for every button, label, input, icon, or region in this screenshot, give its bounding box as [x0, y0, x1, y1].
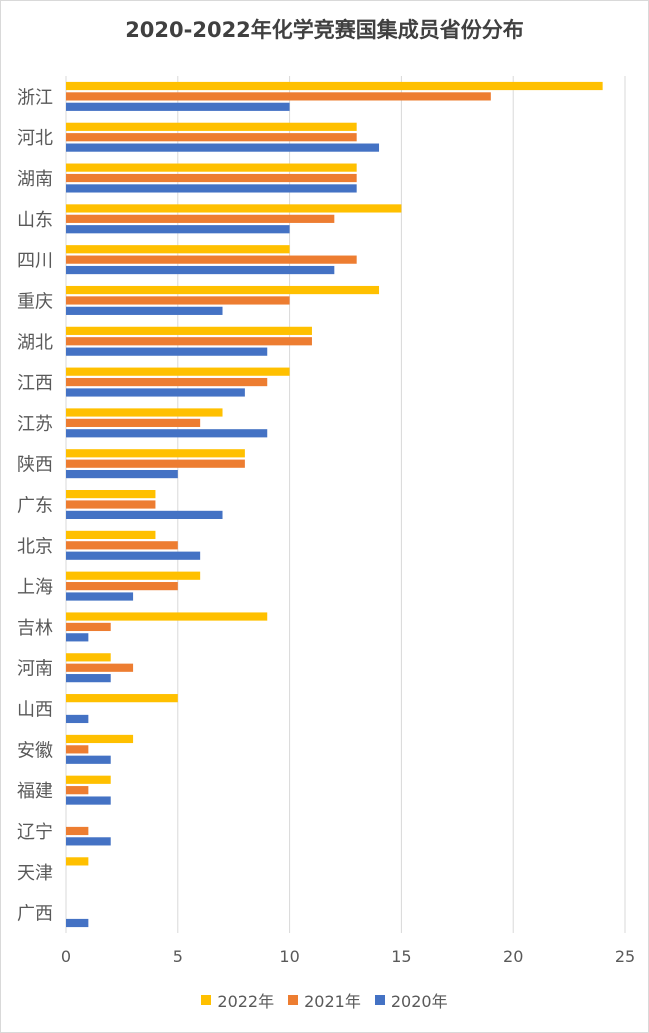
bar-2022年-河北	[66, 122, 357, 131]
bar-2022年-山西	[66, 694, 178, 703]
bar-2021年-湖北	[66, 337, 312, 346]
category-label: 四川	[17, 251, 53, 272]
bar-2020年-江苏	[66, 429, 268, 438]
bar-2022年-北京	[66, 530, 156, 540]
bar-2022年-上海	[66, 571, 201, 580]
legend-item-2021: 2021年	[288, 988, 361, 1012]
bar-2021年-江苏	[66, 418, 201, 427]
chart-title: 2020-2022年化学竞赛国集成员省份分布	[125, 18, 524, 42]
category-label: 河南	[17, 659, 53, 680]
legend-label-2021: 2021年	[304, 992, 361, 1011]
bar-2021年-北京	[66, 541, 178, 550]
category-label: 湖北	[17, 332, 53, 353]
bar-2020年-安徽	[66, 755, 111, 764]
category-label: 湖南	[17, 169, 53, 190]
category-label: 福建	[17, 781, 53, 802]
category-label: 江苏	[17, 414, 53, 435]
bar-2021年-吉林	[66, 622, 111, 632]
category-label: 山西	[17, 700, 53, 721]
bar-2022年-四川	[66, 245, 290, 254]
bar-2020年-上海	[66, 592, 134, 601]
labels-layer: 0 5 10 15 20 25 浙江河北湖南山东四川重庆湖北江西江苏陕西广东北京上海吉林河南…	[17, 87, 635, 966]
legend-swatch-2020	[374, 995, 385, 1005]
bar-2020年-广西	[66, 918, 89, 928]
category-label: 广东	[17, 496, 53, 517]
bar-2022年-重庆	[66, 285, 380, 295]
bar-2020年-湖北	[66, 347, 268, 356]
bar-2020年-江西	[66, 388, 245, 397]
legend-swatch-2022	[201, 995, 212, 1005]
x-tick-label: 5	[173, 947, 183, 966]
bar-2022年-广东	[66, 490, 156, 499]
legend-label-2022: 2022年	[217, 992, 275, 1011]
category-label: 安徽	[17, 740, 53, 761]
bar-2021年-山东	[66, 214, 335, 223]
x-tick-label: 25	[615, 947, 635, 966]
bar-2022年-河南	[66, 653, 111, 662]
category-label: 北京	[17, 536, 53, 557]
bar-2020年-河北	[66, 143, 380, 152]
category-label: 天津	[17, 863, 53, 884]
bar-2020年-广东	[66, 510, 223, 519]
category-label: 山东	[17, 210, 53, 231]
legend-label-2020: 2020年	[390, 992, 448, 1011]
bar-2020年-山西	[66, 714, 89, 724]
bar-2021年-福建	[66, 786, 89, 795]
category-label: 辽宁	[17, 822, 53, 843]
category-label: 上海	[17, 577, 53, 598]
x-tick-label: 0	[61, 947, 71, 966]
bar-2020年-吉林	[66, 633, 89, 642]
bar-2020年-河南	[66, 674, 111, 683]
legend-swatch-2021	[288, 995, 299, 1005]
bar-2020年-北京	[66, 551, 201, 560]
bar-2022年-江西	[66, 367, 290, 376]
bar-2020年-湖南	[66, 184, 357, 193]
x-tick-label: 20	[503, 947, 523, 966]
bar-2021年-河北	[66, 133, 357, 142]
bar-2021年-安徽	[66, 745, 89, 754]
bar-2022年-安徽	[66, 734, 134, 744]
bar-2021年-辽宁	[66, 826, 89, 836]
category-label: 重庆	[17, 291, 53, 312]
legend-item-2022: 2022年	[201, 988, 274, 1012]
bar-2021年-四川	[66, 255, 357, 264]
bar-2021年-陕西	[66, 459, 245, 468]
bar-2020年-陕西	[66, 469, 178, 479]
category-label: 江西	[17, 373, 53, 394]
bar-2021年-重庆	[66, 296, 290, 305]
bar-2022年-江苏	[66, 408, 223, 417]
bar-2022年-湖北	[66, 326, 312, 335]
bar-2020年-辽宁	[66, 837, 111, 846]
legend: 2022年 2021年 2020年	[0, 988, 649, 1012]
bar-2021年-广东	[66, 500, 156, 509]
category-label: 浙江	[17, 87, 53, 108]
category-label: 河北	[17, 128, 53, 149]
category-label: 广西	[17, 904, 53, 925]
x-tick-label: 15	[391, 947, 411, 966]
bar-2021年-河南	[66, 663, 134, 672]
bar-2022年-吉林	[66, 612, 268, 621]
x-tick-label: 10	[279, 947, 299, 966]
bar-2022年-福建	[66, 775, 111, 784]
bar-2022年-湖南	[66, 163, 357, 172]
bar-2021年-上海	[66, 582, 178, 591]
bars-layer	[66, 81, 603, 928]
bar-2022年-山东	[66, 204, 402, 213]
bar-2020年-福建	[66, 796, 111, 805]
bar-2021年-江西	[66, 377, 268, 387]
bar-2022年-浙江	[66, 81, 603, 91]
bar-2020年-浙江	[66, 102, 290, 111]
category-label: 吉林	[17, 618, 53, 639]
bar-2020年-山东	[66, 225, 290, 234]
legend-item-2020: 2020年	[374, 988, 448, 1012]
bar-2021年-湖南	[66, 173, 357, 183]
bar-2021年-浙江	[66, 92, 491, 101]
bar-2020年-四川	[66, 265, 335, 275]
bar-2022年-陕西	[66, 449, 245, 458]
bar-2022年-天津	[66, 857, 89, 866]
category-label: 陕西	[17, 455, 53, 476]
bar-2020年-重庆	[66, 306, 223, 315]
